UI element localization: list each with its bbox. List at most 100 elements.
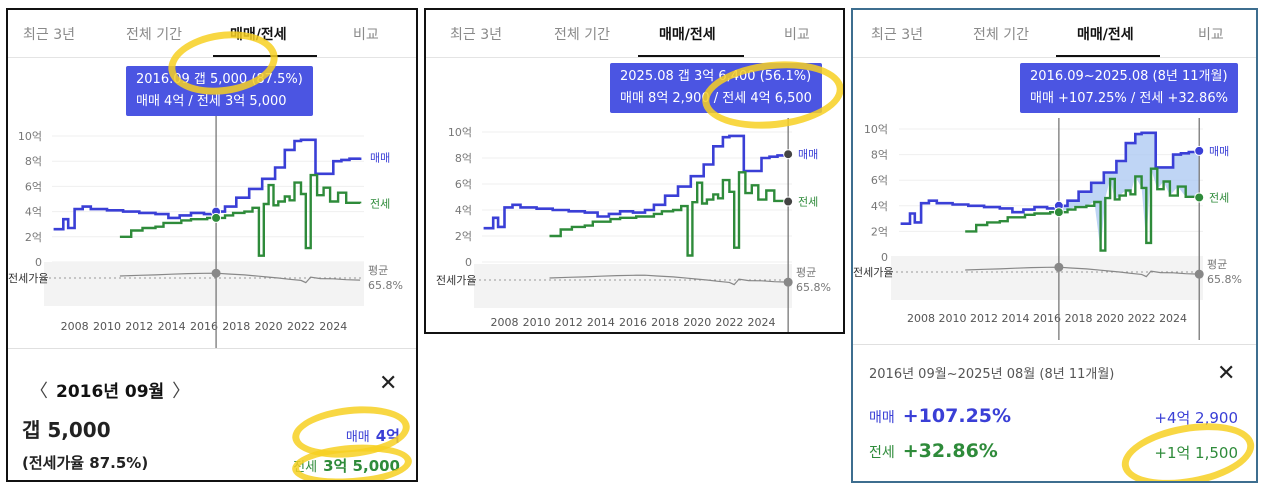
x-tick-label: 2020 (683, 316, 711, 329)
x-tick-label: 2008 (907, 312, 935, 325)
y-tick-label: 10억 (18, 130, 42, 143)
sale-legend-label: 매매 (370, 152, 390, 165)
period-tabs: 최근 3년 전체 기간 매매/전세 비교 (8, 10, 416, 58)
tab-full-period[interactable]: 전체 기간 (126, 27, 182, 43)
jeonse-marker (1194, 192, 1205, 203)
sale-price-row: 매매 4억 (346, 425, 400, 446)
period-tabs: 최근 3년 전체 기간 매매/전세 비교 (853, 10, 1256, 58)
y-tick-label: 10억 (448, 126, 472, 139)
tab-full-period[interactable]: 전체 기간 (973, 27, 1029, 43)
y-tick-label: 0 (881, 251, 888, 264)
y-tick-label: 4억 (25, 206, 42, 219)
jeonse-price-line (549, 171, 790, 257)
tab-recent-3y[interactable]: 최근 3년 (871, 27, 923, 43)
x-tick-label: 2016 (190, 320, 218, 333)
y-tick-label: 2억 (25, 231, 42, 244)
jeonse-rate: +32.86% (902, 440, 998, 462)
period-tabs: 최근 3년 전체 기간 매매/전세 비교 (426, 10, 843, 58)
tab-recent-3y[interactable]: 최근 3년 (23, 27, 75, 43)
jeonse-ratio-line (119, 272, 361, 284)
active-tab-indicator (213, 55, 317, 57)
jeonse-change-row: 전세 +32.86% (869, 440, 998, 462)
average-label: 평균 (1207, 258, 1227, 271)
sale-label: 매매 (869, 410, 895, 426)
x-tick-label: 2014 (158, 320, 186, 333)
average-label: 평균 (368, 264, 388, 277)
range-fill-area (1058, 132, 1200, 251)
y-tick-label: 2억 (455, 230, 472, 243)
tab-full-period[interactable]: 전체 기간 (554, 27, 610, 43)
tab-sale-jeonse[interactable]: 매매/전세 (1077, 27, 1134, 43)
chevron-left-icon[interactable]: 〈 (30, 381, 48, 402)
x-tick-label: 2024 (319, 320, 347, 333)
close-icon[interactable]: ✕ (1217, 361, 1236, 386)
jeonse-ratio-line (549, 274, 789, 286)
x-tick-label: 2012 (555, 316, 583, 329)
panel-latest: 최근 3년 전체 기간 매매/전세 비교 10억 8억 6억 4억 2억 0 전세가율 평균 6… (424, 8, 845, 334)
jeonse-legend-label: 전세 (798, 196, 818, 209)
average-value: 65.8% (1207, 273, 1242, 286)
average-label: 평균 (796, 266, 816, 279)
selected-date: 2016년 09월 (56, 382, 165, 402)
chart-tooltip: 2016.09 갭 5,000 (87.5%) 매매 4억 / 전세 3억 5,… (126, 66, 313, 116)
sale-change-row: 매매 +107.25% (869, 405, 1011, 427)
x-tick-label: 2010 (939, 312, 967, 325)
y-tick-label: 4억 (455, 204, 472, 217)
sale-rate: +107.25% (902, 405, 1012, 427)
y-tick-label: 8억 (871, 149, 888, 162)
jeonse-marker (783, 196, 794, 207)
jeonse-price-row: 전세 3억 5,000 (293, 455, 400, 476)
panel-point-detail: 최근 3년 전체 기간 매매/전세 비교 10억 8억 6억 4억 2억 0 전세가율 평균 6… (6, 8, 418, 482)
sale-legend-label: 매매 (798, 148, 818, 161)
tab-sale-jeonse[interactable]: 매매/전세 (230, 27, 287, 43)
x-tick-label: 2020 (255, 320, 283, 333)
jeonse-marker (1053, 207, 1064, 218)
x-tick-label: 2018 (222, 320, 250, 333)
jeonse-marker (211, 212, 222, 223)
tab-compare[interactable]: 비교 (1198, 27, 1224, 43)
sale-legend-label: 매매 (1209, 145, 1229, 158)
tab-sale-jeonse[interactable]: 매매/전세 (659, 27, 716, 43)
y-tick-label: 10억 (864, 123, 888, 136)
ratio-marker (1194, 269, 1204, 279)
x-tick-label: 2012 (125, 320, 153, 333)
x-tick-label: 2018 (1065, 312, 1093, 325)
active-tab-indicator (1056, 55, 1160, 57)
x-tick-label: 2016 (619, 316, 647, 329)
jeonse-price-line (965, 167, 1201, 252)
chevron-right-icon[interactable]: 〉 (172, 381, 191, 402)
ratio-band (891, 256, 1203, 300)
close-icon[interactable]: ✕ (379, 371, 398, 396)
jeonse-label: 전세 (869, 445, 895, 461)
jeonse-value: 3억 5,000 (323, 457, 400, 475)
x-tick-label: 2018 (651, 316, 679, 329)
x-tick-label: 2010 (523, 316, 551, 329)
tooltip-price-line: 매매 4억 / 전세 3억 5,000 (136, 94, 287, 109)
tooltip-price-line: 매매 8억 2,900 / 전세 4억 6,500 (620, 91, 812, 106)
ratio-marker (211, 268, 221, 278)
sale-marker (783, 149, 794, 160)
sale-marker (1194, 145, 1205, 156)
y-tick-label: 4억 (871, 200, 888, 213)
jeonse-ratio: (전세가율 87.5%) (22, 454, 149, 472)
ratio-marker (1054, 262, 1064, 272)
sale-price-line (53, 138, 362, 231)
tab-compare[interactable]: 비교 (784, 27, 810, 43)
jeonse-label: 전세 (293, 460, 318, 475)
y-tick-label: 6억 (871, 174, 888, 187)
tab-compare[interactable]: 비교 (353, 27, 379, 43)
tooltip-gap-line: 2025.08 갭 3억 6,400 (56.1%) (620, 69, 812, 84)
average-value: 65.8% (368, 279, 403, 292)
sale-price-line (483, 134, 790, 230)
ratio-axis-label: 전세가율 (8, 272, 48, 285)
tab-recent-3y[interactable]: 최근 3년 (450, 27, 502, 43)
x-tick-label: 2020 (1096, 312, 1124, 325)
y-tick-label: 2억 (871, 225, 888, 238)
average-value: 65.8% (796, 281, 831, 294)
x-tick-label: 2012 (970, 312, 998, 325)
jeonse-legend-label: 전세 (370, 197, 390, 210)
x-tick-label: 2016 (1033, 312, 1061, 325)
